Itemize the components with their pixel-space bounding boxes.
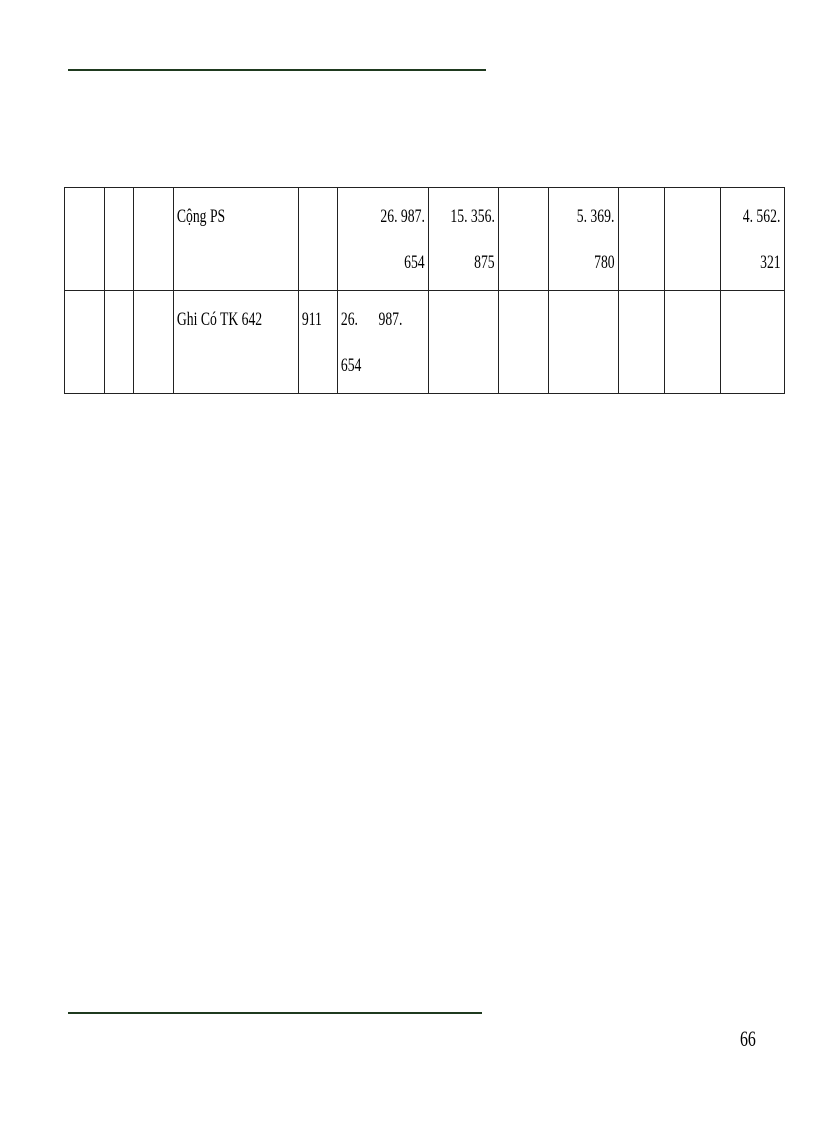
amount-line: 4. 562. [743,206,781,227]
amount-line: 321 [760,252,781,273]
row-label: Ghi Có TK 642 [176,309,263,330]
footer-rule [68,1012,482,1014]
row-label: Cộng PS [176,206,226,227]
account-code: 911 [301,309,322,330]
amount-line: 654 [404,252,425,273]
ledger-table: Cộng PS 26. 987. 654 15. 356. 875 5. 369. 7… [64,187,785,394]
amount-line: 875 [474,252,495,273]
amount-line: 780 [594,252,615,273]
table-row: Ghi Có TK 642 911 26. 987. 654 [64,290,785,394]
page-number: 66 [740,1026,756,1051]
header-rule [68,69,486,71]
table-row: Cộng PS 26. 987. 654 15. 356. 875 5. 369. 7… [64,187,785,291]
amount-line: 26. 987. [340,309,403,330]
amount-line: 26. 987. [380,206,425,227]
amount-line: 15. 356. [450,206,495,227]
amount-line: 5. 369. [577,206,615,227]
amount-line: 654 [340,355,362,376]
